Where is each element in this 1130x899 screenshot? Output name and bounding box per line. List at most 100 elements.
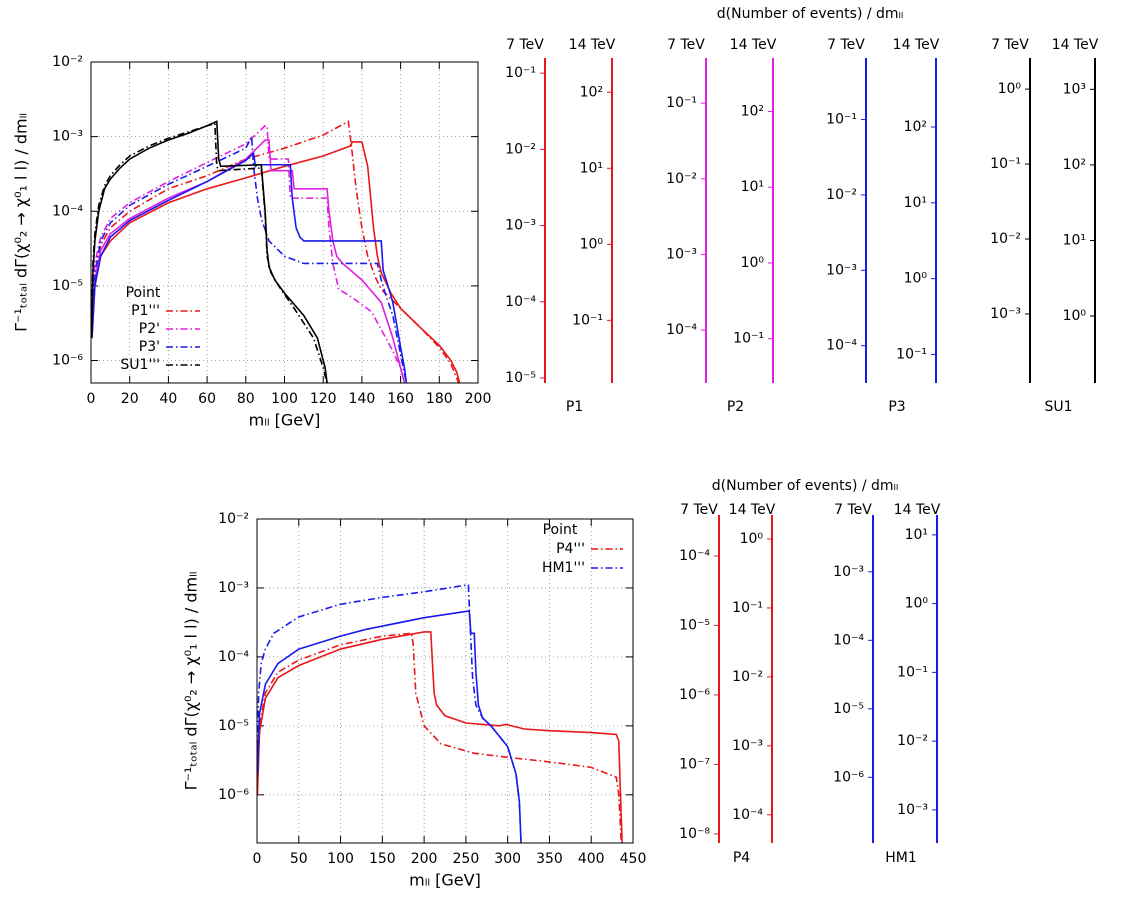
- y-axis-label: Γ⁻¹ₜₒₜₐₗ dΓ(χ⁰₂ → χ⁰₁ l l) / dmₗₗ: [182, 572, 201, 791]
- x-tick-label: 40: [159, 391, 177, 407]
- side-axis-tick-label: 10⁻³: [732, 738, 763, 754]
- side-axis-header: 14 TeV: [729, 502, 776, 518]
- side-axis-tick-label: 10¹: [580, 160, 603, 176]
- side-title: d(Number of events) / dmₗₗ: [712, 478, 898, 494]
- side-axis-tick-label: 10⁻²: [897, 733, 928, 749]
- x-tick-label: 100: [327, 851, 354, 867]
- group-label: P1: [566, 399, 583, 415]
- x-tick-label: 80: [237, 391, 255, 407]
- side-axis-tick-label: 10⁻⁷: [679, 756, 710, 772]
- side-title: d(Number of events) / dmₗₗ: [717, 6, 903, 22]
- group-label: P3: [888, 399, 905, 415]
- x-tick-label: 250: [453, 851, 480, 867]
- series-line: [91, 141, 461, 383]
- legend-title: Point: [126, 285, 161, 301]
- side-axis-tick-label: 10²: [904, 119, 927, 135]
- side-axis-header: 14 TeV: [569, 37, 616, 53]
- x-tick-label: 200: [465, 391, 492, 407]
- y-tick-label: 10⁻⁵: [218, 718, 249, 734]
- side-axis-header: 14 TeV: [894, 502, 941, 518]
- side-axis-tick-label: 10¹: [1063, 232, 1086, 248]
- x-tick-label: 400: [578, 851, 605, 867]
- side-axis-tick-label: 10³: [1063, 81, 1086, 97]
- y-tick-label: 10⁻⁵: [52, 278, 83, 294]
- side-axis-tick-label: 10⁻⁴: [679, 548, 710, 564]
- series-line: [91, 122, 328, 383]
- side-axis-tick-label: 10⁻¹: [896, 346, 927, 362]
- y-tick-label: 10⁻⁶: [218, 787, 249, 803]
- y-tick-label: 10⁻⁴: [52, 203, 83, 219]
- side-axis-tick-label: 10⁰: [1063, 308, 1087, 324]
- group-label: P2: [727, 399, 744, 415]
- side-axis-tick-label: 10²: [741, 103, 764, 119]
- x-axis-label: mₗₗ [GeV]: [409, 871, 481, 890]
- side-axis-tick-label: 10⁰: [740, 531, 764, 547]
- x-tick-label: 350: [536, 851, 563, 867]
- side-axis-tick-label: 10⁻²: [826, 187, 857, 203]
- series-line: [257, 631, 623, 843]
- series-line: [91, 120, 328, 383]
- side-axis-tick-label: 10⁰: [998, 81, 1022, 97]
- legend-label: P3': [139, 339, 160, 355]
- side-axis-tick-label: 10⁻⁴: [732, 807, 763, 823]
- side-axis-tick-label: 10⁻³: [826, 262, 857, 278]
- side-axis-tick-label: 10⁻³: [833, 564, 864, 580]
- side-axis-tick-label: 10⁻¹: [733, 331, 764, 347]
- x-tick-label: 150: [369, 851, 396, 867]
- side-axis-tick-label: 10⁻¹: [826, 112, 857, 128]
- x-axis-label: mₗₗ [GeV]: [249, 411, 321, 430]
- side-axis-tick-label: 10⁻⁶: [833, 769, 864, 785]
- group-label: HM1: [885, 850, 917, 866]
- x-tick-label: 0: [253, 851, 262, 867]
- x-tick-label: 200: [411, 851, 438, 867]
- side-axis-tick-label: 10⁻¹: [572, 312, 603, 328]
- side-axis-header: 7 TeV: [827, 37, 865, 53]
- side-axis-tick-label: 10⁻⁴: [833, 632, 864, 648]
- side-axis-header: 7 TeV: [680, 502, 718, 518]
- side-axis-tick-label: 10²: [1063, 157, 1086, 173]
- side-axis-tick-label: 10⁰: [904, 271, 928, 287]
- x-tick-label: 20: [121, 391, 139, 407]
- side-axis-tick-label: 10⁰: [741, 255, 765, 271]
- legend-label: P1''': [131, 303, 160, 319]
- series-line: [91, 133, 408, 383]
- side-axis-tick-label: 10⁻⁵: [833, 701, 864, 717]
- side-axis-tick-label: 10⁻⁴: [505, 294, 536, 310]
- y-axis-label: Γ⁻¹ₜₒₜₐₗ dΓ(χ⁰₂ → χ⁰₁ l l) / dmₗₗ: [12, 113, 31, 332]
- side-axis-header: 7 TeV: [991, 37, 1029, 53]
- series-line: [257, 610, 522, 843]
- side-axis-header: 7 TeV: [506, 37, 544, 53]
- group-label: P4: [733, 850, 750, 866]
- plot-frame: [90, 61, 479, 384]
- side-axis-tick-label: 10⁻³: [666, 246, 697, 262]
- side-axis-tick-label: 10¹: [741, 179, 764, 195]
- x-tick-label: 0: [87, 391, 96, 407]
- side-axis-tick-label: 10⁻²: [666, 171, 697, 187]
- side-axis-tick-label: 10⁻¹: [990, 156, 1021, 172]
- x-tick-label: 60: [198, 391, 216, 407]
- side-axis-tick-label: 10⁰: [580, 236, 604, 252]
- series-line: [91, 139, 406, 383]
- side-axis-tick-label: 10⁻⁴: [826, 338, 857, 354]
- x-tick-label: 50: [290, 851, 308, 867]
- x-tick-label: 450: [620, 851, 647, 867]
- side-axis-tick-label: 10⁰: [905, 596, 929, 612]
- side-axis-tick-label: 10⁻¹: [897, 664, 928, 680]
- series-line: [91, 120, 460, 383]
- side-axis-header: 7 TeV: [834, 502, 872, 518]
- side-axis-header: 14 TeV: [730, 37, 777, 53]
- side-axis-tick-label: 10⁻²: [732, 669, 763, 685]
- side-axis-header: 14 TeV: [1052, 37, 1099, 53]
- y-tick-label: 10⁻⁴: [218, 649, 249, 665]
- side-axis-tick-label: 10⁻³: [505, 218, 536, 234]
- side-axis-tick-label: 10²: [580, 84, 603, 100]
- y-tick-label: 10⁻³: [52, 129, 83, 145]
- y-tick-label: 10⁻²: [52, 54, 83, 70]
- legend-label: SU1''': [120, 357, 160, 373]
- x-tick-label: 120: [310, 391, 337, 407]
- legend-label: P4''': [556, 541, 585, 557]
- side-axis-tick-label: 10¹: [905, 527, 928, 543]
- series-line: [257, 632, 623, 843]
